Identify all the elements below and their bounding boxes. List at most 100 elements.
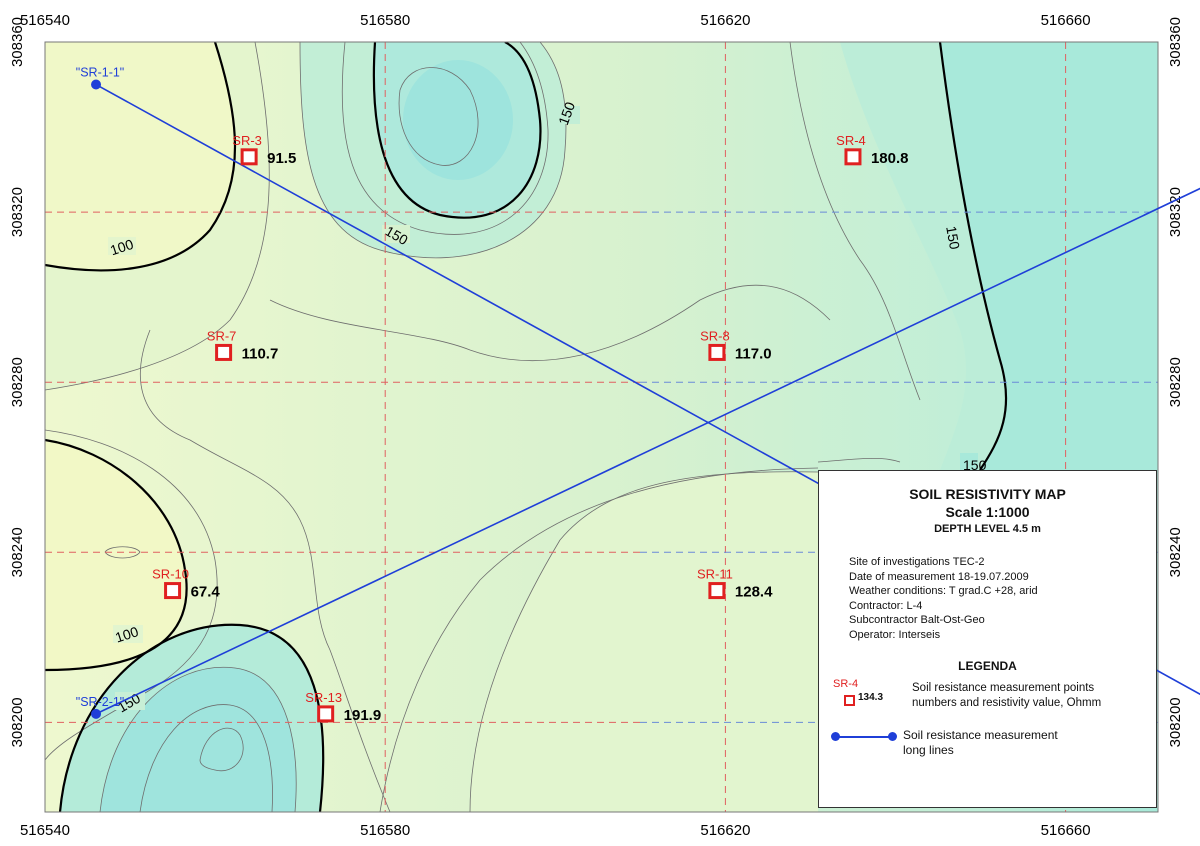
contour-bold-100-top bbox=[45, 42, 237, 272]
contour-label: 150 bbox=[555, 100, 578, 128]
fill-sr13-inner bbox=[100, 667, 297, 812]
fill-topleft-low bbox=[45, 42, 235, 271]
info-line-weather: Weather conditions: T grad.C +28, arid bbox=[849, 585, 1038, 597]
legend-lines-desc-line1: Soil resistance measurement bbox=[903, 728, 1058, 742]
legend-points-description: Soil resistance measurement points numbe… bbox=[912, 681, 1101, 711]
fill-sr4-core bbox=[403, 60, 513, 180]
contour-thin-6 bbox=[139, 329, 391, 812]
x-tick-label-top: 516580 bbox=[360, 12, 410, 29]
point-label: SR-3 bbox=[232, 133, 262, 148]
point-marker bbox=[708, 582, 726, 600]
legend-sample-point-value: 134.3 bbox=[858, 692, 884, 703]
legend-lines-desc-line2: long lines bbox=[903, 743, 954, 757]
y-tick-label-left: 308200 bbox=[9, 697, 26, 747]
line-start-label: "SR-1-1" bbox=[76, 66, 124, 80]
info-line-site: Site of investigations TEC-2 bbox=[849, 556, 985, 568]
contour-thin-10 bbox=[817, 458, 901, 463]
contour-label: 150 bbox=[963, 457, 987, 473]
contour-label: 150 bbox=[943, 225, 963, 251]
fill-right-mid bbox=[840, 42, 1007, 470]
contour-bold-150-sr4 bbox=[372, 42, 542, 219]
point-marker bbox=[708, 343, 726, 361]
point-marker bbox=[240, 148, 258, 166]
y-tick-label-right: 308360 bbox=[1167, 17, 1184, 67]
y-tick-label-right: 308280 bbox=[1167, 357, 1184, 407]
info-line-operator: Operator: Interseis bbox=[849, 628, 941, 641]
y-tick-label-right: 308320 bbox=[1167, 187, 1184, 237]
contour-thin-8 bbox=[469, 471, 819, 812]
point-value: 117.0 bbox=[735, 345, 772, 362]
contour-fills bbox=[45, 42, 1158, 812]
contour-thin-1 bbox=[45, 42, 270, 391]
point-value: 91.5 bbox=[267, 150, 296, 167]
info-line-subcontractor: Subcontractor Balt-Ost-Geo bbox=[849, 614, 985, 626]
point-label: SR-10 bbox=[152, 567, 189, 582]
fill-right-high bbox=[940, 42, 1158, 470]
bold-contours bbox=[45, 42, 1008, 812]
contour-thin-7 bbox=[45, 429, 218, 761]
contour-bold-150-right bbox=[938, 42, 1008, 471]
fill-topleft-mid bbox=[45, 42, 270, 390]
legend-heading: LEGENDA bbox=[958, 659, 1017, 673]
x-tick-label-bottom: 516620 bbox=[700, 822, 750, 839]
point-marker bbox=[164, 582, 182, 600]
legend-points-desc-line2: numbers and resistivity value, Ohmm bbox=[912, 697, 1102, 709]
info-line-date: Date of measurement 18-19.07.2009 bbox=[849, 570, 1029, 583]
point-marker bbox=[844, 148, 862, 166]
point-value: 110.7 bbox=[242, 345, 279, 362]
contour-bold-150-bottom bbox=[58, 623, 325, 812]
contour-label: 100 bbox=[108, 236, 135, 259]
contour-thin-16 bbox=[789, 42, 921, 401]
contour-thin-2 bbox=[299, 42, 567, 259]
contour-bold-100-left bbox=[45, 438, 188, 672]
legend-line-end-dot bbox=[888, 732, 897, 741]
point-label: SR-13 bbox=[305, 690, 342, 705]
depth-level: DEPTH LEVEL 4.5 m bbox=[934, 523, 1041, 535]
contour-label: 100 bbox=[113, 623, 140, 646]
legend-lines-description: Soil resistance measurement long lines bbox=[903, 728, 1058, 758]
point-value: 191.9 bbox=[344, 707, 382, 724]
x-tick-label-top: 516540 bbox=[20, 12, 70, 29]
measurement-line bbox=[95, 187, 1200, 715]
y-tick-label-left: 308360 bbox=[9, 17, 26, 67]
legend-line-start-dot bbox=[831, 732, 840, 741]
site-info: Site of investigations TEC-2 Date of mea… bbox=[849, 555, 1038, 642]
contour-thin-5 bbox=[269, 284, 831, 361]
contour-thin-13 bbox=[99, 666, 297, 812]
point-value: 67.4 bbox=[191, 584, 221, 601]
y-tick-label-right: 308200 bbox=[1167, 697, 1184, 747]
point-marker bbox=[215, 343, 233, 361]
x-tick-label-top: 516660 bbox=[1041, 12, 1091, 29]
point-value: 180.8 bbox=[871, 150, 909, 167]
plot-border bbox=[44, 41, 1159, 813]
point-label: SR-7 bbox=[207, 328, 237, 343]
fill-sr10-low bbox=[45, 440, 187, 670]
contour-thin-9 bbox=[379, 467, 819, 812]
contour-thin-15 bbox=[199, 727, 244, 772]
map-scale: Scale 1:1000 bbox=[945, 504, 1030, 520]
line-start-dot bbox=[91, 79, 102, 90]
map-title: SOIL RESISTIVITY MAP bbox=[909, 486, 1066, 502]
legend-point-marker bbox=[844, 695, 855, 706]
point-label: SR-11 bbox=[697, 567, 733, 582]
contour-thin-4 bbox=[398, 67, 479, 166]
legend-line-symbol bbox=[835, 736, 893, 738]
axis-tick-labels: 516540 516540 516580 516580 516620 516620 5166… bbox=[9, 12, 1184, 839]
contour-thin-3 bbox=[341, 42, 549, 235]
line-start-label: "SR-2-1" bbox=[76, 695, 124, 709]
legend-sample-point-label: SR-4 bbox=[833, 678, 859, 690]
y-tick-label-right: 308240 bbox=[1167, 527, 1184, 577]
y-tick-label-left: 308320 bbox=[9, 187, 26, 237]
contour-thin-14 bbox=[139, 704, 273, 812]
y-tick-label-left: 308240 bbox=[9, 527, 26, 577]
info-line-contractor: Contractor: L-4 bbox=[849, 599, 923, 612]
y-tick-label-left: 308280 bbox=[9, 357, 26, 407]
point-label: SR-4 bbox=[836, 133, 866, 148]
contour-thin-11 bbox=[104, 546, 141, 559]
legend-points-desc-line1: Soil resistance measurement points bbox=[912, 682, 1095, 694]
x-tick-label-bottom: 516540 bbox=[20, 822, 70, 839]
point-label: SR-8 bbox=[700, 328, 730, 343]
point-value: 128.4 bbox=[735, 584, 773, 601]
point-marker bbox=[317, 705, 335, 723]
